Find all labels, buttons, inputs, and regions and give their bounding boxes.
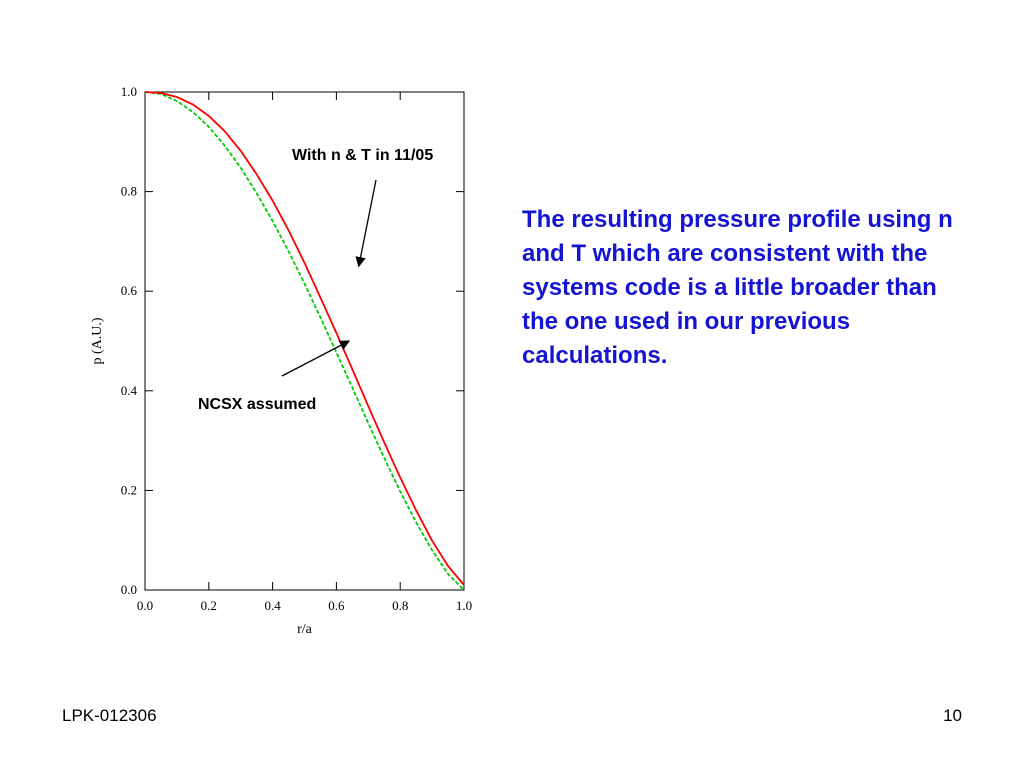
y-tick-label-3: 0.6: [121, 283, 138, 298]
y-tick-label-5: 1.0: [121, 84, 137, 99]
x-axis-title: r/a: [297, 622, 313, 637]
plot-frame: [144, 91, 465, 591]
x-tick-label-1: 0.2: [201, 598, 217, 613]
x-tick-label-4: 0.8: [392, 598, 408, 613]
y-tick-label-0: 0.0: [121, 582, 137, 597]
annotation-label-1: NCSX assumed: [198, 396, 316, 413]
description-text: The resulting pressure profile using n a…: [522, 206, 953, 369]
y-tick-label-4: 0.8: [121, 184, 137, 199]
annotation-label-0: With n & T in 11/05: [292, 147, 433, 164]
x-tick-label-3: 0.6: [328, 598, 345, 613]
y-axis-title: p (A.U.): [90, 317, 105, 364]
y-tick-label-1: 0.2: [121, 482, 137, 497]
series-line-0: [144, 91, 465, 586]
x-tick-label-2: 0.4: [264, 598, 281, 613]
footer-document-id: LPK-012306: [62, 706, 157, 725]
y-tick-label-2: 0.4: [121, 383, 138, 398]
annotation-arrow-0: [355, 179, 377, 268]
footer-page-number: 10: [943, 706, 962, 725]
annotation-arrow-1: [281, 340, 351, 377]
x-tick-label-0: 0.0: [137, 598, 153, 613]
series-line-1: [144, 91, 465, 591]
x-tick-label-5: 1.0: [456, 598, 472, 613]
